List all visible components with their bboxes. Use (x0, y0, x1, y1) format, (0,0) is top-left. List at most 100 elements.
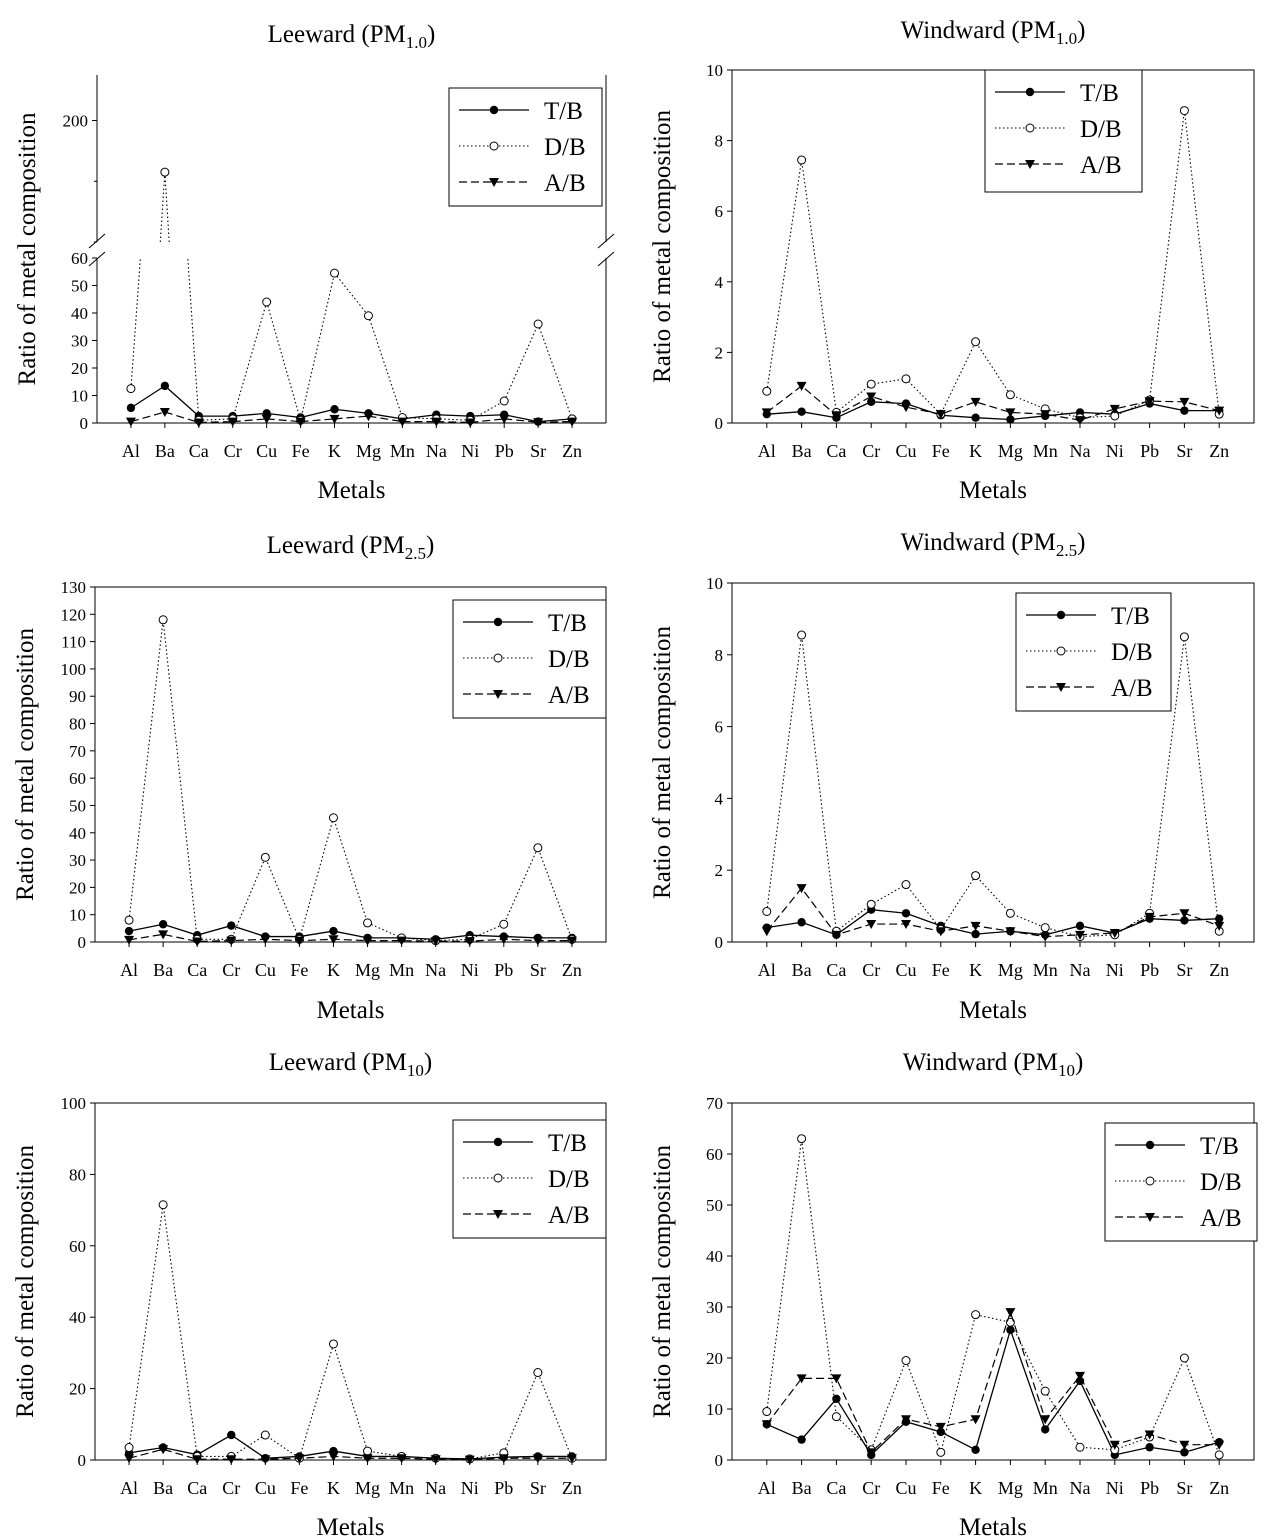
y-tick-label: 8 (715, 132, 724, 151)
series-ab (761, 1308, 1225, 1458)
data-point (971, 871, 981, 881)
data-point (498, 935, 509, 945)
data-point (464, 937, 475, 947)
x-tick-label: Fe (932, 441, 950, 461)
y-tick-label: 2 (715, 343, 724, 362)
x-tick-label: Mg (355, 1478, 380, 1498)
x-tick-label: Ca (187, 960, 207, 980)
x-axis-label: Metals (959, 997, 1027, 1024)
x-tick-label: Cu (255, 1478, 276, 1498)
plot-frame (731, 582, 1255, 943)
legend-label: T/B (548, 610, 587, 637)
legend-box (984, 69, 1143, 193)
x-axis-label: Metals (317, 477, 385, 504)
series-line (130, 172, 573, 421)
data-point (1180, 406, 1189, 415)
data-point (970, 397, 981, 407)
y-tick-label: 0 (80, 414, 89, 433)
legend-marker (1025, 87, 1035, 97)
data-point (971, 413, 980, 422)
y-tick-label: 10 (706, 61, 723, 80)
y-tick-label: 10 (71, 387, 88, 406)
legend-label: T/B (1111, 603, 1150, 630)
legend-marker (489, 141, 499, 151)
x-axis-label: Metals (959, 477, 1027, 504)
legend-box (1104, 1122, 1258, 1242)
x-tick-label: Na (426, 441, 447, 461)
x-tick-label: Mg (998, 960, 1023, 980)
data-point (533, 418, 544, 428)
data-point (1040, 1386, 1050, 1396)
data-point (499, 414, 510, 424)
x-tick-label: Ca (187, 1478, 207, 1498)
data-point (464, 1455, 475, 1465)
data-point (1075, 930, 1085, 940)
data-point (294, 936, 305, 946)
data-point (901, 880, 911, 890)
series-line (766, 110, 1220, 419)
series-line (130, 411, 573, 424)
data-point (124, 935, 135, 945)
x-tick-label: Ni (1106, 1478, 1124, 1498)
chart-title-end: ) (1075, 1049, 1083, 1076)
data-point (1040, 410, 1051, 420)
data-point (124, 1443, 134, 1453)
series-line (128, 923, 572, 940)
x-tick-label: K (969, 441, 982, 461)
x-tick-label: Zn (562, 1478, 582, 1498)
data-point (260, 1455, 271, 1465)
data-point (328, 1339, 338, 1349)
y-tick-label: 110 (61, 633, 86, 652)
x-tick-label: Fe (932, 1478, 950, 1498)
data-point (1179, 397, 1190, 407)
y-tick-label: 4 (715, 273, 724, 292)
data-point (499, 919, 509, 929)
data-point (1075, 921, 1085, 931)
series-db (124, 615, 577, 946)
legend: T/B D/B A/B (1104, 1122, 1258, 1242)
data-point (971, 929, 980, 939)
data-point (762, 906, 772, 916)
y-tick-label: 200 (63, 112, 89, 131)
data-point (762, 386, 772, 396)
y-tick-label: 100 (61, 660, 87, 679)
data-point (866, 899, 876, 909)
x-tick-label: Ni (1106, 441, 1124, 461)
x-tick-label: Ca (189, 441, 209, 461)
y-axis-label: Ratio of metal composition (12, 628, 39, 901)
y-tick-label: 0 (715, 933, 724, 952)
data-point (330, 268, 340, 278)
data-point (193, 418, 204, 428)
x-tick-label: Fe (290, 960, 308, 980)
chart-title-end: ) (1077, 529, 1085, 556)
x-tick-label: Al (758, 441, 776, 461)
data-point (1005, 1317, 1015, 1327)
series-line (766, 1138, 1220, 1456)
data-point (936, 1427, 945, 1437)
data-point (935, 927, 946, 937)
data-point (160, 167, 170, 177)
data-point (761, 408, 772, 418)
legend-label: D/B (1200, 1169, 1242, 1196)
x-tick-label: Cr (222, 960, 240, 980)
data-point (901, 374, 911, 384)
y-tick-label: 10 (706, 574, 723, 593)
data-point (158, 1200, 168, 1210)
series-line (766, 1327, 1220, 1456)
chart-title-subscript: 10 (407, 1061, 424, 1080)
legend-marker (493, 1173, 503, 1183)
y-tick-label: 130 (61, 578, 87, 597)
data-point (192, 1455, 203, 1465)
data-point (831, 1374, 842, 1384)
data-point (192, 937, 203, 947)
chart-title-end: ) (426, 532, 434, 559)
data-point (971, 1445, 980, 1455)
series-tb (762, 1325, 1224, 1460)
data-point (831, 411, 842, 421)
series-db (762, 1134, 1224, 1460)
data-point (1006, 1325, 1015, 1335)
data-point (396, 1454, 407, 1464)
data-point (867, 397, 876, 407)
data-point (1109, 404, 1120, 414)
data-point (796, 884, 807, 894)
